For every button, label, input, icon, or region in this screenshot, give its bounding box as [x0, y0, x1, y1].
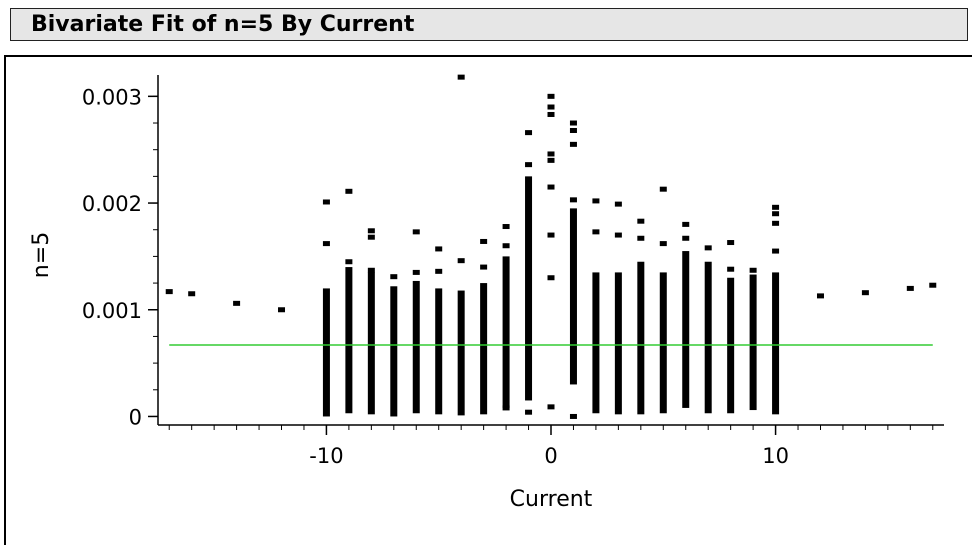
data-point-1 [188, 291, 196, 297]
data-point-41 [592, 229, 600, 235]
data-column-1 [345, 267, 353, 414]
data-point-25 [502, 243, 510, 249]
data-point-30 [547, 111, 555, 117]
data-point-51 [727, 240, 735, 246]
data-column-7 [480, 283, 488, 415]
data-point-2 [233, 300, 241, 306]
data-point-20 [435, 268, 443, 274]
x-tick-label-1: 0 [544, 444, 557, 468]
data-column-11 [592, 272, 600, 414]
x-axis-label: Current [510, 487, 593, 512]
data-point-57 [772, 248, 780, 254]
x-axis-ticks: -10 0 10 [168, 425, 934, 468]
data-column-16 [704, 261, 712, 414]
data-point-29 [547, 104, 555, 110]
data-point-49 [682, 235, 690, 241]
data-point-16 [390, 274, 398, 280]
data-point-55 [772, 211, 780, 217]
data-point-7 [929, 282, 937, 288]
data-point-33 [547, 184, 555, 190]
data-point-19 [435, 246, 443, 252]
data-point-52 [727, 266, 735, 272]
chart-title: Bivariate Fit of n=5 By Current [31, 12, 415, 37]
data-point-21 [457, 258, 465, 264]
data-point-48 [682, 221, 690, 227]
data-point-13 [367, 228, 375, 234]
data-point-10 [322, 199, 330, 205]
data-point-9 [345, 188, 353, 194]
data-point-43 [614, 232, 622, 238]
data-point-31 [547, 151, 555, 157]
data-point-6 [906, 285, 914, 291]
data-point-42 [614, 201, 622, 207]
data-point-38 [569, 141, 577, 147]
data-column-18 [749, 274, 757, 411]
y-tick-label-1: 0.001 [82, 299, 142, 323]
data-column-14 [659, 272, 667, 414]
data-column-0 [322, 288, 330, 417]
data-point-39 [569, 197, 577, 203]
data-point-58 [525, 409, 533, 415]
data-column-13 [637, 261, 645, 415]
data-point-26 [525, 130, 533, 136]
y-axis-label: n=5 [29, 232, 54, 278]
data-column-10 [569, 208, 577, 385]
data-point-11 [322, 241, 330, 247]
data-point-46 [659, 186, 667, 192]
data-point-12 [345, 259, 353, 265]
y-axis-ticks: 0 0.001 0.002 0.003 [82, 85, 158, 429]
data-column-9 [525, 176, 533, 401]
data-column-19 [772, 272, 780, 415]
data-point-23 [480, 264, 488, 270]
x-tick-label-0: -10 [309, 444, 343, 468]
data-point-53 [749, 267, 757, 273]
chart-panel [4, 55, 972, 545]
data-point-56 [772, 220, 780, 226]
data-point-17 [412, 229, 420, 235]
data-column-4 [412, 280, 420, 414]
data-point-15 [367, 267, 375, 273]
y-tick-label-2: 0.002 [82, 192, 142, 216]
data-point-14 [367, 234, 375, 240]
y-tick-label-3: 0.003 [82, 85, 142, 109]
data-column-2 [367, 272, 375, 415]
data-point-37 [569, 127, 577, 133]
data-column-6 [457, 290, 465, 416]
data-point-45 [637, 235, 645, 241]
data-point-36 [569, 120, 577, 126]
data-point-28 [547, 93, 555, 99]
chart-title-bar[interactable]: Bivariate Fit of n=5 By Current [10, 8, 968, 41]
data-point-3 [278, 307, 286, 313]
data-column-15 [682, 251, 690, 408]
data-column-5 [435, 288, 443, 415]
data-point-50 [704, 245, 712, 251]
data-point-54 [772, 204, 780, 210]
data-point-27 [525, 162, 533, 168]
data-point-60 [547, 404, 555, 410]
data-columns [322, 176, 780, 417]
data-point-44 [637, 218, 645, 224]
data-point-61 [502, 405, 510, 411]
data-point-22 [480, 238, 488, 244]
data-point-0 [165, 289, 173, 295]
x-tick-label-2: 10 [762, 444, 789, 468]
data-point-18 [412, 269, 420, 275]
data-point-34 [547, 232, 555, 238]
data-point-47 [659, 241, 667, 247]
data-point-35 [547, 275, 555, 281]
data-point-59 [569, 413, 577, 419]
data-point-32 [547, 157, 555, 163]
data-point-40 [592, 198, 600, 204]
data-column-3 [390, 286, 398, 417]
data-point-24 [502, 224, 510, 230]
data-point-4 [816, 293, 824, 299]
plot-frame [157, 75, 944, 426]
data-point-5 [861, 290, 869, 296]
data-point-8 [457, 74, 465, 80]
data-column-8 [502, 256, 510, 408]
y-tick-label-0: 0 [129, 405, 142, 429]
data-points [165, 74, 937, 419]
data-column-12 [614, 272, 622, 415]
